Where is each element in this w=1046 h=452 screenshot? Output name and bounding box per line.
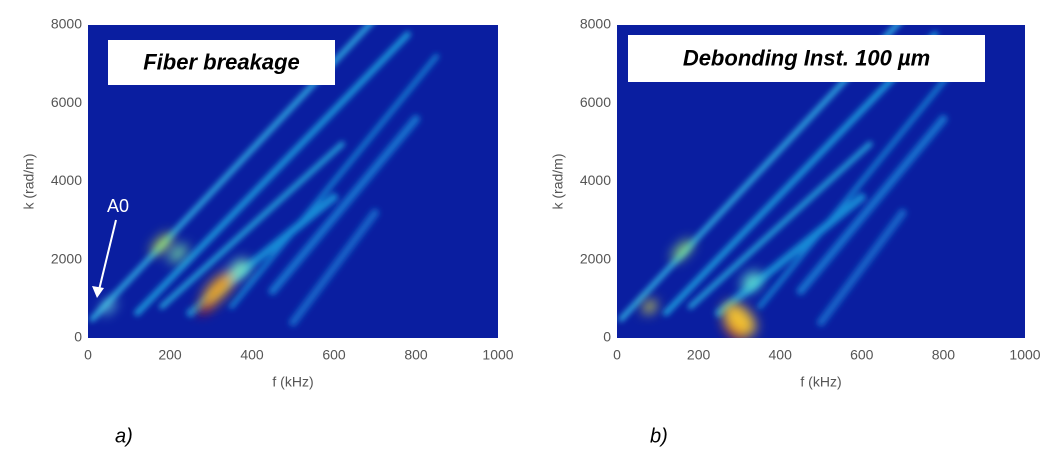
streak — [159, 141, 345, 310]
x-axis-label: f (kHz) — [800, 374, 841, 390]
annotation: Fiber breakage — [143, 49, 300, 74]
y-tick-label: 8000 — [580, 16, 611, 32]
x-tick-label: 800 — [932, 347, 956, 363]
streak — [289, 208, 379, 327]
x-tick-label: 800 — [404, 347, 428, 363]
x-tick-label: 400 — [240, 347, 264, 363]
arrow-label: A0 — [107, 196, 129, 216]
streak — [268, 114, 420, 296]
streak — [715, 193, 866, 317]
hot-spot — [229, 258, 250, 280]
y-tick-label: 0 — [74, 329, 82, 345]
streak — [687, 141, 873, 310]
heatmap-blobs — [100, 233, 250, 315]
annotation-box — [628, 35, 985, 82]
hot-spot — [722, 302, 756, 336]
y-tick-label: 8000 — [51, 16, 82, 32]
streak — [229, 53, 439, 310]
x-tick-label: 600 — [322, 347, 346, 363]
x-axis-label: f (kHz) — [272, 374, 313, 390]
x-tick-label: 200 — [158, 347, 182, 363]
y-tick-label: 0 — [603, 329, 611, 345]
hot-spot — [741, 271, 762, 292]
panel-label: b) — [650, 425, 668, 447]
y-tick-label: 2000 — [580, 250, 611, 266]
arrow-shaft — [98, 219, 117, 291]
x-tick-label: 1000 — [1009, 347, 1040, 363]
y-tick-label: 2000 — [51, 250, 82, 266]
annotation-box — [108, 40, 335, 85]
y-tick-label: 6000 — [51, 94, 82, 110]
streak — [796, 114, 948, 296]
x-tick-label: 200 — [687, 347, 711, 363]
hot-spot — [202, 271, 237, 305]
hot-spot — [642, 300, 657, 314]
annotation: Debonding Inst. 100 µm — [683, 45, 930, 70]
heatmap-blobs — [642, 239, 762, 338]
y-tick-label: 4000 — [580, 172, 611, 188]
panel-label: a) — [115, 425, 133, 447]
y-axis-label: k (rad/m) — [21, 154, 37, 210]
hot-spot — [100, 299, 117, 315]
arrow-head — [92, 286, 104, 298]
y-axis-label: k (rad/m) — [550, 154, 566, 210]
hot-spot — [151, 233, 173, 255]
x-tick-label: 0 — [613, 347, 621, 363]
streak — [134, 31, 411, 316]
x-tick-label: 600 — [850, 347, 874, 363]
x-tick-label: 400 — [769, 347, 793, 363]
x-tick-label: 1000 — [482, 347, 513, 363]
streak — [817, 208, 907, 327]
hot-spot — [671, 239, 693, 261]
streak — [757, 53, 967, 310]
hot-spot — [169, 244, 188, 263]
y-tick-label: 4000 — [51, 172, 82, 188]
x-tick-label: 0 — [84, 347, 92, 363]
y-tick-label: 6000 — [580, 94, 611, 110]
